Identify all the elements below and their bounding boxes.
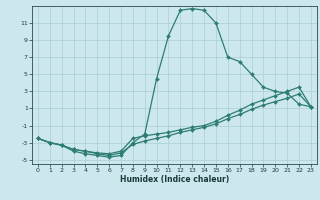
X-axis label: Humidex (Indice chaleur): Humidex (Indice chaleur) xyxy=(120,175,229,184)
